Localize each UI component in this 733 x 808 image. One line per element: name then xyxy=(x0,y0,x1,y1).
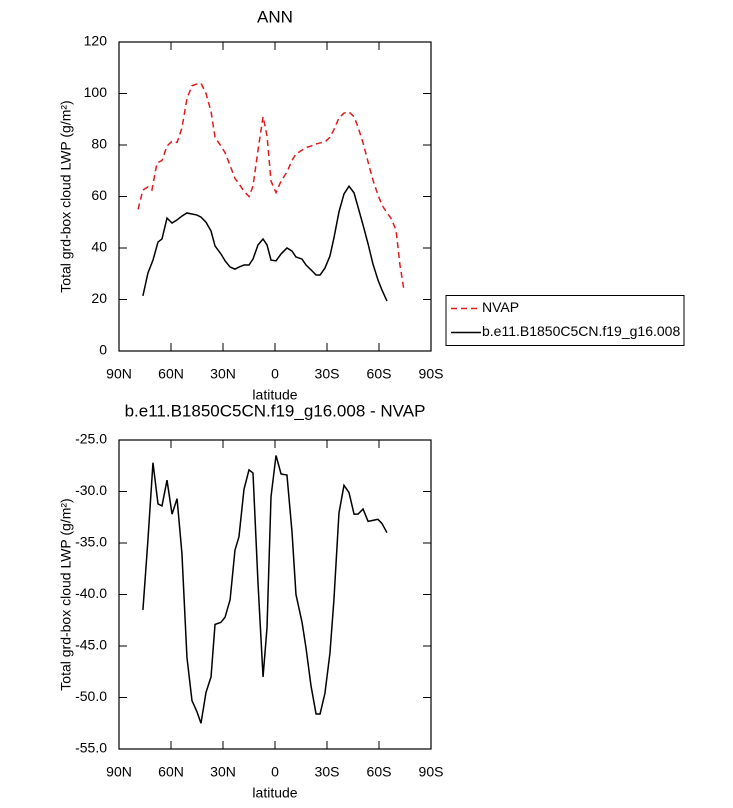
y-tick-label: -50.0 xyxy=(75,688,107,704)
x-tick-label: 60N xyxy=(158,366,184,382)
legend-label: b.e11.B1850C5CN.f19_g16.008 xyxy=(482,323,680,339)
x-tick-label: 60S xyxy=(367,366,392,382)
y-tick-label: 20 xyxy=(91,290,107,306)
data-line xyxy=(137,82,405,291)
y-tick-label: 80 xyxy=(91,136,107,152)
chart-title: ANN xyxy=(257,7,293,26)
x-axis-label: latitude xyxy=(252,387,297,403)
x-axis-label: latitude xyxy=(252,785,297,801)
y-tick-label: 60 xyxy=(91,187,107,203)
x-tick-label: 90S xyxy=(419,366,444,382)
legend-frame xyxy=(445,295,685,346)
x-tick-label: 90S xyxy=(419,764,444,780)
x-tick-label: 0 xyxy=(271,366,279,382)
x-tick-label: 30N xyxy=(210,764,236,780)
x-tick-label: 90N xyxy=(106,366,132,382)
y-tick-label: -35.0 xyxy=(75,534,107,550)
x-tick-label: 60S xyxy=(367,764,392,780)
x-tick-label: 30N xyxy=(210,366,236,382)
y-tick-label: -55.0 xyxy=(75,740,107,756)
y-tick-label: -40.0 xyxy=(75,585,107,601)
y-axis-label: Total grd-box cloud LWP (g/m²) xyxy=(58,100,74,292)
legend-label: NVAP xyxy=(482,299,519,315)
y-tick-label: -45.0 xyxy=(75,637,107,653)
y-tick-label: 120 xyxy=(84,33,108,49)
y-tick-label: -25.0 xyxy=(75,431,107,447)
x-tick-label: 60N xyxy=(158,764,184,780)
plot-frame xyxy=(118,41,432,352)
y-tick-label: 0 xyxy=(99,342,107,358)
x-tick-label: 0 xyxy=(271,764,279,780)
y-tick-label: 100 xyxy=(84,84,108,100)
x-tick-label: 30S xyxy=(315,366,340,382)
data-line xyxy=(142,184,388,302)
chart-title: b.e11.B1850C5CN.f19_g16.008 - NVAP xyxy=(125,401,426,420)
x-tick-label: 30S xyxy=(315,764,340,780)
y-tick-label: 40 xyxy=(91,239,107,255)
data-line xyxy=(142,455,388,724)
y-axis-label: Total grd-box cloud LWP (g/m²) xyxy=(58,498,74,690)
y-tick-label: -30.0 xyxy=(75,482,107,498)
x-tick-label: 90N xyxy=(106,764,132,780)
